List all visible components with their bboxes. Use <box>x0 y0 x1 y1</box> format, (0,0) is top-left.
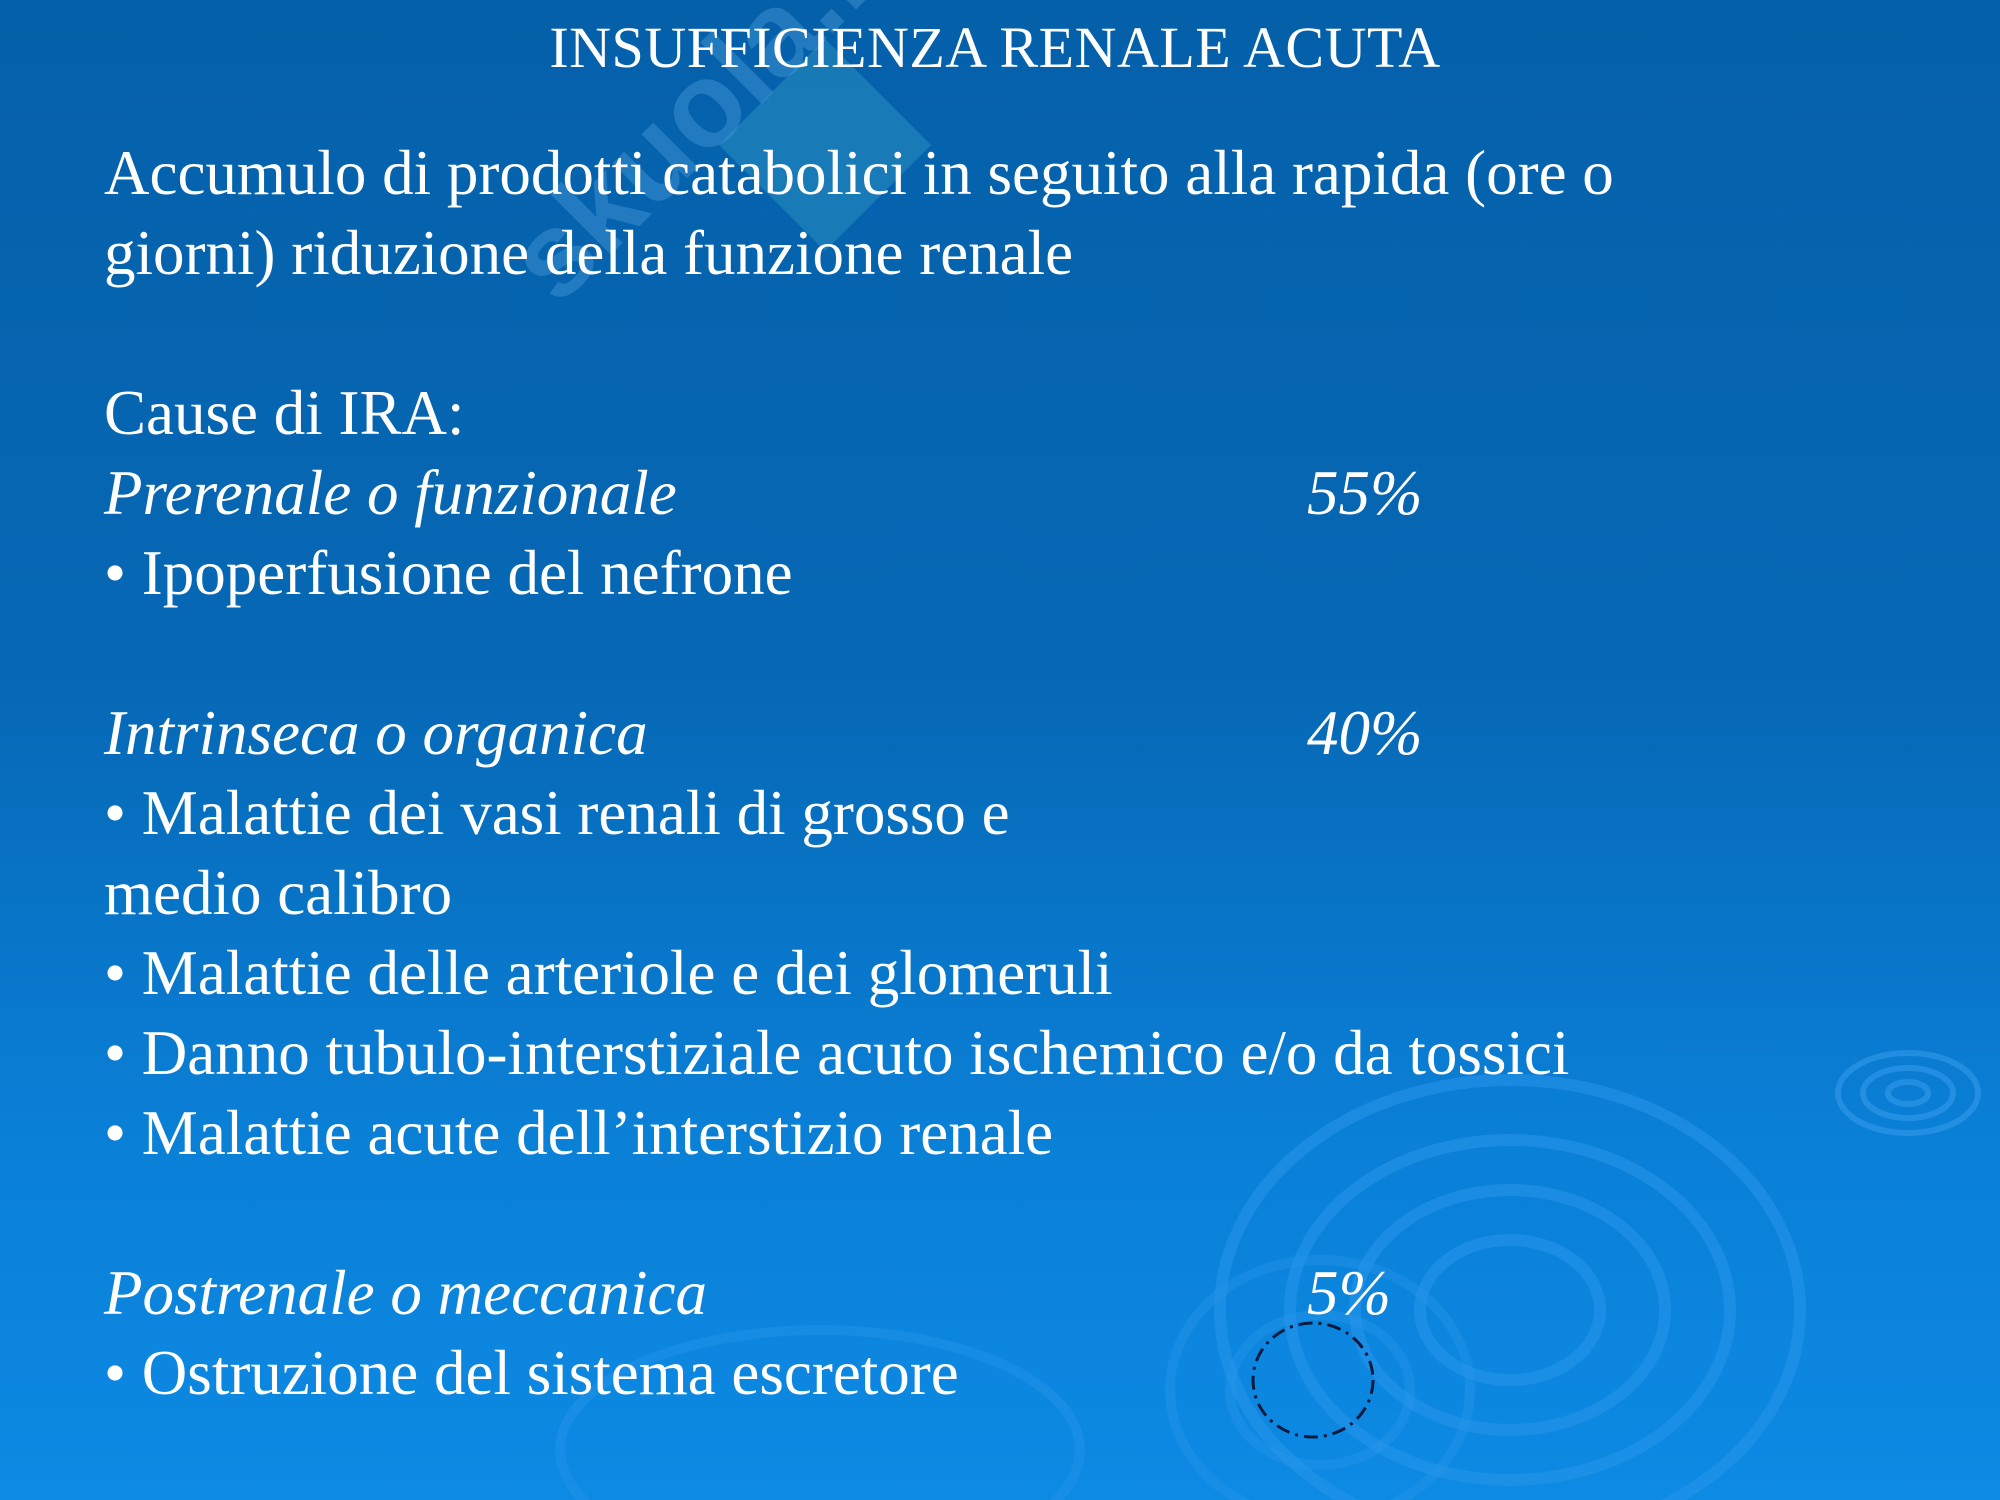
list-item: medio calibro <box>104 858 453 928</box>
list-item: • Malattie acute dell’interstizio renale <box>104 1098 1054 1168</box>
category-name: Intrinseca o organica <box>104 698 648 768</box>
ripple-large <box>1214 1074 1806 1500</box>
causes-heading: Cause di IRA: <box>104 378 465 448</box>
category-name: Postrenale o meccanica <box>104 1258 707 1328</box>
list-item: • Ostruzione del sistema escretore <box>104 1338 959 1408</box>
list-item: • Danno tubulo-interstiziale acuto ische… <box>104 1018 1570 1088</box>
list-item: • Ipoperfusione del nefrone <box>104 538 793 608</box>
category-name: Prerenale o funzionale <box>104 458 677 528</box>
category-percent: 55% <box>1307 458 1423 528</box>
ripple-bottom <box>555 1255 1475 1500</box>
category-percent: 5% <box>1307 1258 1391 1328</box>
ripple-small <box>1835 1050 1981 1136</box>
list-item: • Malattie dei vasi renali di grosso e <box>104 778 1010 848</box>
dashed-circle <box>1251 1321 1375 1439</box>
category-heading: Intrinseca o organica 40% <box>104 693 1904 773</box>
category-heading: Postrenale o meccanica 5% <box>104 1253 1904 1333</box>
category-heading: Prerenale o funzionale 55% <box>104 453 1904 533</box>
intro-line: Accumulo di prodotti catabolici in segui… <box>104 138 1614 208</box>
category-percent: 40% <box>1307 698 1423 768</box>
slide-body: Accumulo di prodotti catabolici in segui… <box>104 133 1904 1413</box>
slide-title: INSUFFICIENZA RENALE ACUTA <box>549 15 1441 80</box>
intro-line: giorni) riduzione della funzione renale <box>104 218 1074 288</box>
list-item: • Malattie delle arteriole e dei glomeru… <box>104 938 1113 1008</box>
